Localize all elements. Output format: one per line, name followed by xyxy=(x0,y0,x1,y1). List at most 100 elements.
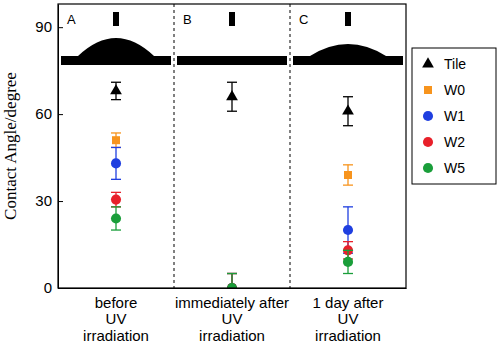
error-bar xyxy=(227,274,237,288)
error-cap xyxy=(343,164,353,165)
tick-label: beforeUVirradiation xyxy=(83,294,149,344)
axis-line xyxy=(59,288,407,289)
legend-marker xyxy=(424,86,432,94)
chart: A B C 0 30 60 90 beforeUVirradiation immediately… xyxy=(0,0,500,361)
tick-label: 30 xyxy=(35,192,52,209)
error-bar xyxy=(343,250,353,273)
tick: 1 day afterUVirradiation xyxy=(313,288,384,344)
error-bar xyxy=(111,207,121,230)
point xyxy=(342,104,354,114)
substrate xyxy=(61,56,171,65)
error-bar xyxy=(227,82,237,111)
needle xyxy=(345,12,351,26)
point xyxy=(111,213,121,223)
x-axis: beforeUVirradiation immediately afterUVir… xyxy=(59,288,407,344)
error-cap xyxy=(111,147,121,148)
error-bar xyxy=(343,165,353,185)
error-cap xyxy=(111,82,121,83)
error-bar xyxy=(227,274,237,288)
tick-label: 0 xyxy=(44,279,52,296)
error-cap xyxy=(343,206,353,207)
needle xyxy=(113,12,119,26)
legend-marker xyxy=(423,137,433,147)
series xyxy=(111,192,353,288)
point xyxy=(227,283,237,288)
error-bar xyxy=(111,147,121,179)
tick-label: 60 xyxy=(35,105,52,122)
tick: 90 xyxy=(35,18,63,35)
error-cap xyxy=(343,125,353,126)
error-cap xyxy=(343,241,353,242)
series xyxy=(110,82,354,125)
error-cap xyxy=(111,132,121,133)
plot-area xyxy=(110,82,354,288)
error-cap xyxy=(227,111,237,112)
legend: TileW0W1W2W5 xyxy=(412,48,496,184)
error-cap xyxy=(343,250,353,251)
series xyxy=(111,133,353,288)
series xyxy=(111,207,353,288)
error-cap xyxy=(111,192,121,193)
point xyxy=(344,171,352,179)
y-axis-title: Contact Angle/degree xyxy=(1,72,20,220)
point xyxy=(112,136,120,144)
legend-label: W5 xyxy=(444,160,465,176)
point xyxy=(343,257,353,267)
inset-label: C xyxy=(299,12,308,27)
error-cap xyxy=(227,273,237,274)
point xyxy=(110,84,122,94)
error-cap xyxy=(227,273,237,274)
separator xyxy=(174,4,175,288)
error-cap xyxy=(111,147,121,148)
error-cap xyxy=(343,96,353,97)
error-cap xyxy=(227,273,237,274)
error-bar xyxy=(111,192,121,206)
point xyxy=(227,283,237,288)
inset xyxy=(61,12,171,65)
substrate xyxy=(293,56,403,65)
legend-label: Tile xyxy=(444,56,466,72)
point xyxy=(111,195,121,205)
inset xyxy=(293,12,403,65)
error-cap xyxy=(111,206,121,207)
legend-marker xyxy=(422,57,434,67)
error-cap xyxy=(227,273,237,274)
error-cap xyxy=(111,179,121,180)
separator xyxy=(290,4,291,288)
tick-label: immediately afterUVirradiation xyxy=(175,294,289,344)
legend-label: W2 xyxy=(444,134,465,150)
tick: immediately afterUVirradiation xyxy=(175,288,289,344)
error-bar xyxy=(343,97,353,126)
error-cap xyxy=(227,82,237,83)
error-cap xyxy=(111,99,121,100)
error-bar xyxy=(227,274,237,288)
inset-label: A xyxy=(67,12,76,27)
error-cap xyxy=(343,184,353,185)
tick-mark xyxy=(58,27,63,28)
droplet xyxy=(310,44,386,56)
tick: 30 xyxy=(35,192,63,209)
legend-label: W1 xyxy=(444,108,465,124)
tick-mark xyxy=(58,201,63,202)
point xyxy=(343,225,353,235)
axis-line xyxy=(58,5,59,289)
substrate xyxy=(177,56,287,65)
series xyxy=(111,147,353,288)
error-bar xyxy=(227,274,237,288)
error-bar xyxy=(111,82,121,99)
error-cap xyxy=(111,206,121,207)
error-bar xyxy=(111,133,121,147)
inset-label: B xyxy=(183,12,192,27)
tick: 60 xyxy=(35,105,63,122)
point xyxy=(226,90,238,100)
tick: beforeUVirradiation xyxy=(83,288,149,344)
tick-mark xyxy=(58,114,63,115)
error-cap xyxy=(343,273,353,274)
tick-label: 1 day afterUVirradiation xyxy=(313,294,384,344)
frame xyxy=(58,4,406,288)
legend-frame xyxy=(412,48,496,184)
y-axis: 0 30 60 90 xyxy=(35,5,63,297)
tick: 0 xyxy=(44,279,63,296)
droplet xyxy=(78,38,154,56)
legend-marker xyxy=(423,163,433,173)
